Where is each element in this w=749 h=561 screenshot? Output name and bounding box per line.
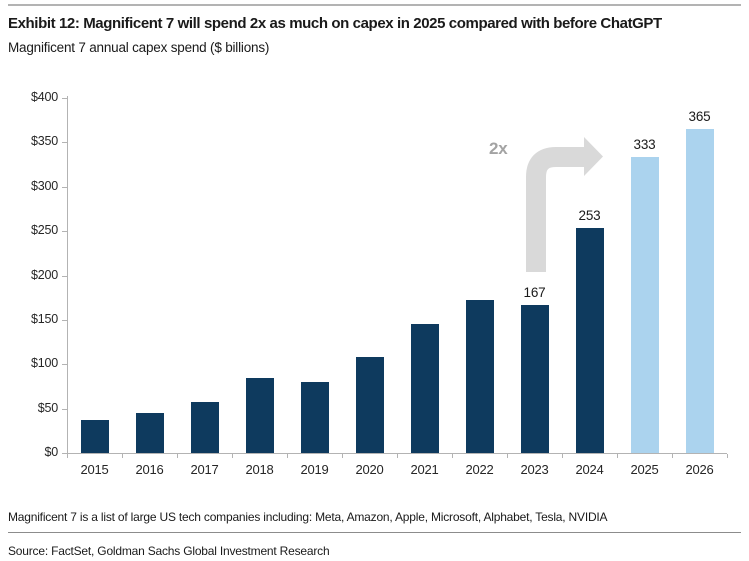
y-tick-mark — [62, 142, 67, 144]
bar-2017 — [190, 402, 219, 453]
y-tick-label: $350 — [30, 134, 58, 149]
bar-2018 — [245, 378, 274, 453]
bar-2021 — [410, 324, 439, 453]
exhibit-title: Exhibit 12: Magnificent 7 will spend 2x … — [8, 15, 662, 32]
top-divider — [8, 4, 741, 6]
y-tick-label: $300 — [30, 178, 58, 193]
x-tick-label-2015: 2015 — [80, 462, 109, 477]
bar-2024 — [575, 228, 604, 453]
x-axis-line — [67, 453, 727, 454]
x-tick-label-2022: 2022 — [465, 462, 494, 477]
bar-2023 — [520, 305, 549, 453]
x-tick-mark — [507, 454, 508, 458]
data-label-2025: 333 — [633, 137, 656, 152]
y-tick-mark — [62, 364, 67, 366]
x-tick-label-2026: 2026 — [685, 462, 714, 477]
bar-2019 — [300, 382, 329, 453]
bar-2022 — [465, 300, 494, 453]
footnote: Magnificent 7 is a list of large US tech… — [8, 510, 608, 524]
x-tick-mark — [177, 454, 178, 458]
y-tick-label: $50 — [37, 400, 58, 415]
x-tick-label-2017: 2017 — [190, 462, 219, 477]
x-tick-mark — [672, 454, 673, 458]
source-line: Source: FactSet, Goldman Sachs Global In… — [8, 544, 330, 558]
y-tick-mark — [62, 408, 67, 410]
x-tick-label-2019: 2019 — [300, 462, 329, 477]
bar-2020 — [355, 357, 384, 453]
x-tick-label-2024: 2024 — [575, 462, 604, 477]
data-label-2023: 167 — [523, 285, 546, 300]
x-tick-mark — [67, 454, 68, 458]
x-tick-mark — [562, 454, 563, 458]
bar-2025 — [630, 157, 659, 453]
y-tick-mark — [62, 186, 67, 188]
x-tick-mark — [122, 454, 123, 458]
y-tick-mark — [62, 275, 67, 277]
footer-divider — [8, 532, 741, 533]
x-tick-mark — [397, 454, 398, 458]
x-tick-label-2018: 2018 — [245, 462, 274, 477]
x-tick-label-2020: 2020 — [355, 462, 384, 477]
y-axis-line — [67, 96, 68, 457]
growth-arrow-head — [584, 137, 603, 176]
x-tick-mark — [452, 454, 453, 458]
y-tick-mark — [62, 98, 67, 99]
chart-subtitle: Magnificent 7 annual capex spend ($ bill… — [8, 40, 270, 55]
x-tick-mark — [232, 454, 233, 458]
y-tick-label: $100 — [30, 356, 58, 371]
bar-2016 — [135, 413, 164, 453]
y-tick-label: $150 — [30, 311, 58, 326]
x-tick-label-2021: 2021 — [410, 462, 439, 477]
y-tick-mark — [62, 453, 67, 454]
y-tick-mark — [62, 231, 67, 233]
x-tick-mark — [617, 454, 618, 458]
x-tick-mark — [342, 454, 343, 458]
x-tick-label-2016: 2016 — [135, 462, 164, 477]
bar-2026 — [685, 129, 714, 453]
y-tick-mark — [62, 319, 67, 321]
x-tick-mark — [727, 454, 728, 458]
x-tick-label-2023: 2023 — [520, 462, 549, 477]
data-label-2024: 253 — [578, 208, 601, 223]
bar-2015 — [80, 420, 109, 453]
x-tick-mark — [287, 454, 288, 458]
y-tick-label: $0 — [44, 445, 58, 459]
y-tick-label: $250 — [30, 223, 58, 238]
growth-annotation-label: 2x — [489, 139, 508, 158]
x-tick-label-2025: 2025 — [630, 462, 659, 477]
y-tick-label: $200 — [30, 267, 58, 282]
data-label-2026: 365 — [688, 109, 711, 124]
y-tick-label: $400 — [30, 90, 58, 104]
